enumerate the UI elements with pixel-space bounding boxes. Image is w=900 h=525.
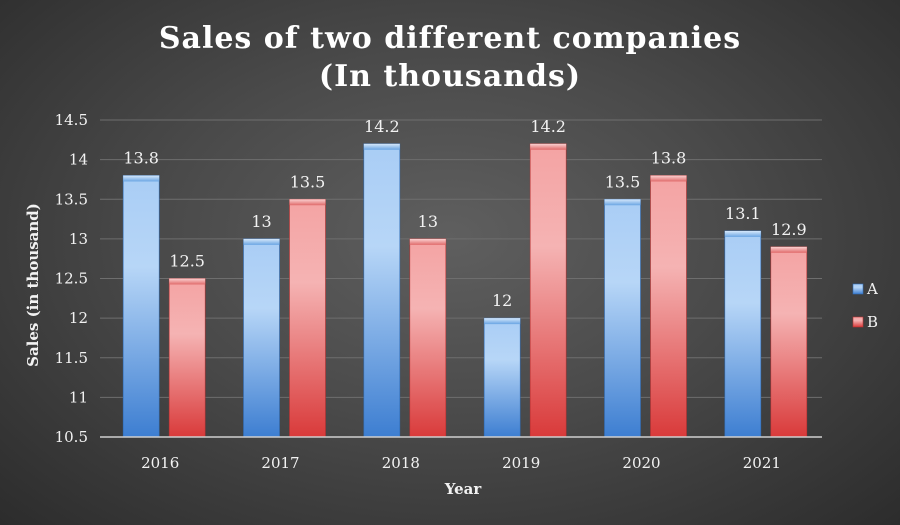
legend-label-B: B — [867, 313, 878, 331]
y-tick-label: 10.5 — [55, 428, 88, 446]
bar-cap-series-A-2021 — [724, 230, 761, 237]
bar-series-A-2017 — [243, 238, 280, 438]
bar-series-A-2019 — [483, 317, 521, 438]
data-label: 12.9 — [771, 220, 807, 239]
data-label: 13.1 — [725, 204, 761, 223]
legend-label-A: A — [866, 280, 878, 298]
data-label: 13 — [251, 212, 271, 231]
bar-cap-series-A-2020 — [604, 199, 641, 206]
x-axis-title: Year — [444, 480, 483, 498]
data-label: 12 — [492, 291, 512, 310]
x-tick-label: 2017 — [261, 454, 299, 472]
bars — [122, 143, 808, 438]
bar-cap-series-B-2021 — [770, 246, 807, 253]
chart-title-line-2: (In thousands) — [319, 59, 581, 94]
data-labels: 13.8 12.5 13 13.5 14.2 13 12 14.2 13.5 13.8 13.1 12… — [123, 117, 806, 310]
chart-title-line-1: Sales of two different companies — [159, 21, 741, 56]
y-tick-label: 13.5 — [55, 190, 88, 208]
legend-swatch-A — [852, 283, 864, 295]
bar-cap-series-A-2016 — [123, 175, 160, 182]
bar-cap-series-B-2018 — [409, 238, 446, 245]
y-tick-label: 13 — [69, 230, 88, 248]
x-tick-label: 2019 — [502, 454, 540, 472]
data-label: 14.2 — [530, 117, 566, 136]
y-tick-label: 11.5 — [55, 349, 88, 367]
y-tick-label: 11 — [69, 388, 88, 406]
bar-series-B-2018 — [409, 238, 447, 438]
bar-cap-series-B-2019 — [530, 143, 567, 150]
y-tick-label: 12.5 — [55, 270, 88, 288]
x-axis-ticks: 2016 2017 2018 2019 2020 2021 — [141, 454, 781, 472]
data-label: 13.8 — [123, 148, 159, 167]
x-tick-label: 2018 — [382, 454, 420, 472]
gridlines — [100, 119, 822, 398]
x-tick-label: 2021 — [743, 454, 781, 472]
bar-series-A-2020 — [604, 198, 641, 438]
bar-series-B-2017 — [289, 198, 326, 438]
data-label: 12.5 — [169, 252, 205, 271]
bar-cap-series-A-2017 — [243, 238, 280, 245]
y-tick-label: 14 — [69, 151, 88, 169]
bar-cap-series-B-2017 — [289, 199, 326, 206]
data-label: 14.2 — [364, 117, 400, 136]
x-tick-label: 2020 — [622, 454, 660, 472]
bar-cap-series-A-2018 — [363, 143, 400, 150]
bar-series-B-2019 — [529, 143, 567, 438]
bar-series-A-2018 — [363, 143, 401, 438]
x-tick-label: 2016 — [141, 454, 179, 472]
y-axis-ticks: 10.5 11 11.5 12 12.5 13 13.5 14 14.5 — [55, 111, 88, 446]
data-label: 13.5 — [290, 172, 326, 191]
data-label: 13.8 — [651, 148, 687, 167]
bar-cap-series-B-2016 — [169, 278, 206, 285]
legend-swatch-B — [852, 316, 864, 328]
bar-series-B-2016 — [168, 278, 206, 438]
bar-series-A-2016 — [122, 175, 160, 438]
bar-cap-series-A-2019 — [484, 318, 521, 325]
data-label: 13 — [418, 212, 438, 231]
bar-series-B-2020 — [650, 175, 687, 438]
y-axis-title: Sales (in thousand) — [24, 203, 42, 367]
bar-series-A-2021 — [724, 230, 762, 438]
bar-series-B-2021 — [770, 246, 808, 438]
y-tick-label: 12 — [69, 309, 88, 327]
y-tick-label: 14.5 — [55, 111, 88, 129]
data-label: 13.5 — [605, 172, 641, 191]
legend: AB — [852, 280, 878, 331]
bar-cap-series-B-2020 — [650, 175, 687, 182]
